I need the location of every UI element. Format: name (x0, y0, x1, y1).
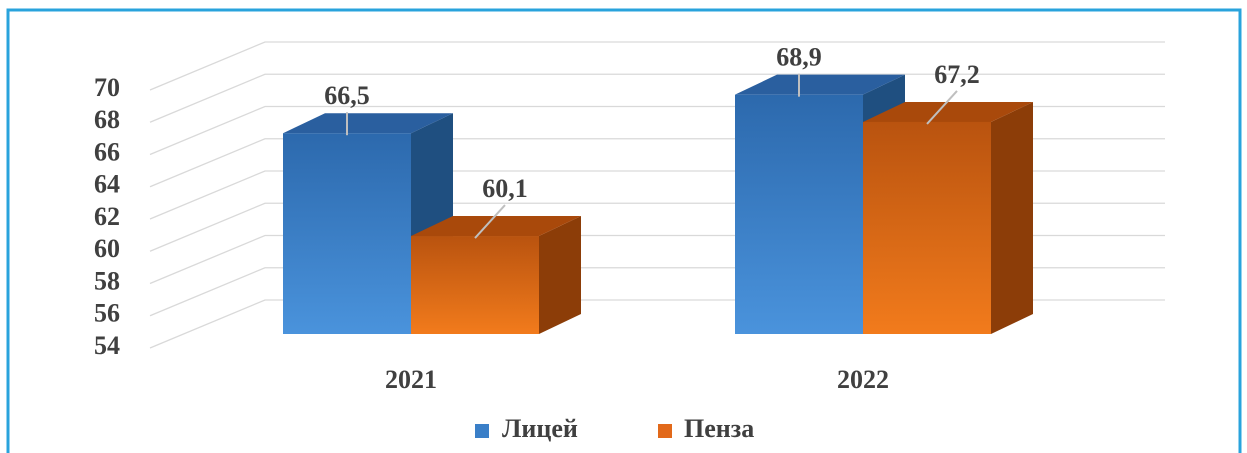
y-tick-label: 66 (94, 137, 120, 166)
data-label: 67,2 (934, 60, 980, 89)
leader-line (926, 90, 958, 125)
data-label: 66,5 (324, 81, 370, 110)
legend-label: Пенза (684, 414, 754, 443)
bar-top (411, 216, 581, 237)
bar-top (735, 74, 905, 95)
y-tick-label: 58 (94, 266, 120, 295)
y-tick-label: 70 (94, 73, 120, 102)
leader-line (474, 204, 506, 239)
y-tick-label: 64 (94, 170, 120, 199)
x-tick-label: 2021 (385, 365, 437, 394)
y-tick-label: 62 (94, 202, 120, 231)
bar (863, 121, 991, 334)
y-tick-label: 68 (94, 105, 120, 134)
data-label: 60,1 (482, 174, 528, 203)
y-tick-label: 60 (94, 234, 120, 263)
legend-swatch (475, 424, 489, 438)
bar (735, 94, 863, 334)
bar-top (283, 113, 453, 134)
y-tick-label: 54 (94, 331, 120, 360)
frame (6, 8, 1242, 453)
grid-line (149, 41, 1165, 91)
bar-side (539, 216, 581, 334)
data-label: 68,9 (776, 43, 822, 72)
y-tick-label: 56 (94, 299, 120, 328)
grid-line (149, 73, 1165, 123)
legend-swatch (658, 424, 672, 438)
x-tick-label: 2022 (837, 365, 889, 394)
bar-side (991, 101, 1033, 334)
bar-top (863, 101, 1033, 122)
legend-label: Лицей (502, 414, 578, 443)
bar (283, 133, 411, 334)
bar (411, 236, 539, 334)
